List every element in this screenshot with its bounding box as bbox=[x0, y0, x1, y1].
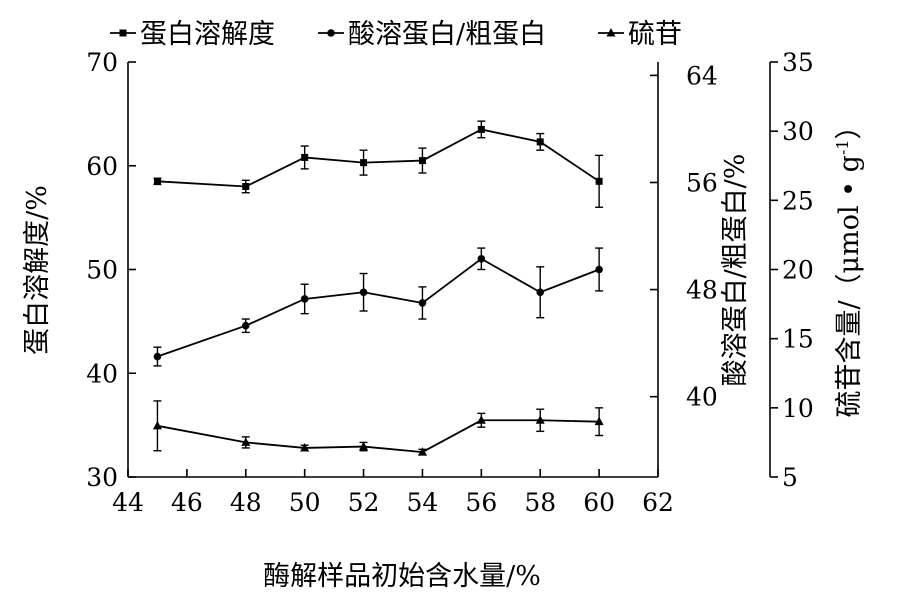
data-point bbox=[535, 415, 545, 424]
y-right2-tick-label: 5 bbox=[782, 463, 798, 492]
y-right2-tick-label: 10 bbox=[782, 394, 814, 423]
series-line bbox=[157, 419, 600, 454]
axes-layer: 44 46 48 50 52 54 56 58 60 62 30 40 50 60 70 40 48 56 64 5 1… bbox=[86, 48, 814, 517]
legend-label: 蛋白溶解度 bbox=[140, 19, 275, 50]
data-point bbox=[241, 437, 251, 446]
y-left-tick-label: 60 bbox=[86, 152, 118, 181]
legend-marker bbox=[327, 29, 335, 37]
y-left-tick-label: 50 bbox=[86, 256, 118, 285]
legend-entry-3: 硫苷 bbox=[598, 19, 682, 50]
series-line bbox=[157, 128, 600, 188]
data-point bbox=[418, 299, 427, 307]
x-axis-title: 酶解样品初始含水量/% bbox=[263, 561, 541, 592]
legend: 蛋白溶解度 酸溶蛋白/粗蛋白 硫苷 bbox=[110, 19, 682, 50]
y-right2-tick-label: 30 bbox=[782, 117, 814, 146]
data-point bbox=[241, 321, 250, 330]
y-right1-tick-label: 56 bbox=[686, 168, 718, 197]
x-tick-label: 44 bbox=[112, 488, 144, 517]
data-point bbox=[359, 288, 368, 297]
series-layer bbox=[152, 120, 604, 456]
legend-entry-2: 酸溶蛋白/粗蛋白 bbox=[318, 19, 546, 50]
y-left-tick-label: 70 bbox=[86, 48, 118, 77]
y-left-tick-label: 40 bbox=[86, 359, 118, 388]
x-tick-label: 52 bbox=[348, 488, 380, 517]
data-point bbox=[153, 177, 161, 185]
y-right2-tick-label: 20 bbox=[782, 256, 814, 285]
y-right1-tick-label: 40 bbox=[686, 383, 718, 412]
legend-label: 酸溶蛋白/粗蛋白 bbox=[348, 19, 546, 50]
series-2 bbox=[153, 247, 604, 367]
data-point bbox=[417, 447, 427, 456]
data-point bbox=[536, 138, 544, 146]
data-point bbox=[536, 288, 545, 297]
series-1 bbox=[153, 120, 604, 208]
x-tick-label: 50 bbox=[289, 488, 321, 517]
y-right2-tick-label: 15 bbox=[782, 325, 814, 354]
data-point bbox=[595, 177, 603, 185]
y-axis-left-title: 蛋白溶解度/% bbox=[22, 185, 53, 355]
legend-label: 硫苷 bbox=[628, 19, 682, 50]
x-tick-label: 62 bbox=[642, 488, 674, 517]
data-point bbox=[300, 442, 310, 452]
series-3 bbox=[152, 400, 604, 456]
data-point bbox=[153, 352, 162, 361]
data-point bbox=[595, 265, 603, 274]
y-axis-right2-title: 硫苷含量/（μmol • g-1） bbox=[833, 112, 865, 417]
x-tick-label: 46 bbox=[171, 488, 203, 517]
y-right2-tick-label: 25 bbox=[782, 186, 814, 215]
legend-entry-1: 蛋白溶解度 bbox=[110, 19, 275, 50]
data-point bbox=[477, 125, 485, 133]
legend-marker bbox=[606, 28, 616, 37]
data-point bbox=[242, 183, 250, 190]
x-tick-label: 48 bbox=[230, 488, 262, 517]
x-tick-label: 60 bbox=[583, 488, 615, 517]
data-point bbox=[300, 295, 309, 303]
data-point bbox=[152, 420, 162, 430]
y-left-tick-label: 30 bbox=[86, 463, 118, 492]
x-tick-label: 58 bbox=[524, 488, 556, 517]
data-point bbox=[359, 441, 369, 451]
axis-titles: 酶解样品初始含水量/% 蛋白溶解度/% 酸溶蛋白/粗蛋白/% 硫苷含量/（μmol … bbox=[22, 112, 865, 592]
y-right1-tick-label: 64 bbox=[686, 61, 718, 90]
data-point bbox=[476, 415, 486, 424]
data-point bbox=[301, 153, 309, 161]
data-point bbox=[360, 159, 368, 167]
data-point bbox=[418, 157, 426, 165]
series-line bbox=[157, 257, 600, 358]
legend-marker bbox=[119, 29, 127, 37]
data-point bbox=[594, 416, 604, 426]
data-point bbox=[477, 254, 486, 263]
x-tick-label: 54 bbox=[407, 488, 439, 517]
y-right1-tick-label: 48 bbox=[686, 276, 718, 305]
x-tick-label: 56 bbox=[465, 488, 497, 517]
y-right2-tick-label: 35 bbox=[782, 48, 814, 77]
y-axis-right1-title: 酸溶蛋白/粗蛋白/% bbox=[720, 154, 751, 387]
